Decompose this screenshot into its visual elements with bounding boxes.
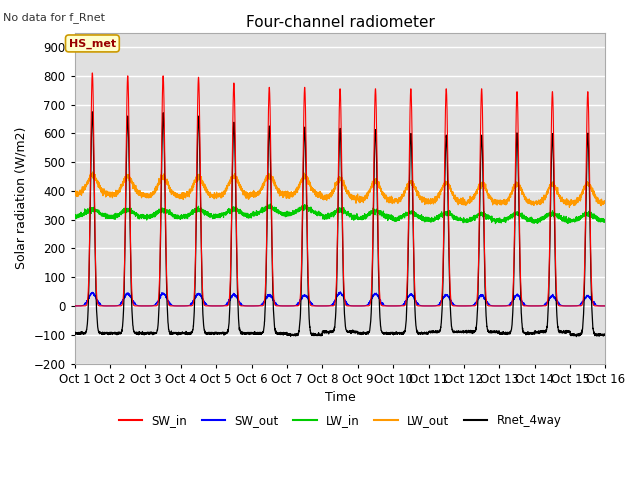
Title: Four-channel radiometer: Four-channel radiometer [246,15,435,30]
X-axis label: Time: Time [324,391,355,404]
Legend: SW_in, SW_out, LW_in, LW_out, Rnet_4way: SW_in, SW_out, LW_in, LW_out, Rnet_4way [114,409,566,432]
Text: HS_met: HS_met [69,38,116,48]
Text: No data for f_Rnet: No data for f_Rnet [3,12,105,23]
Y-axis label: Solar radiation (W/m2): Solar radiation (W/m2) [15,127,28,269]
